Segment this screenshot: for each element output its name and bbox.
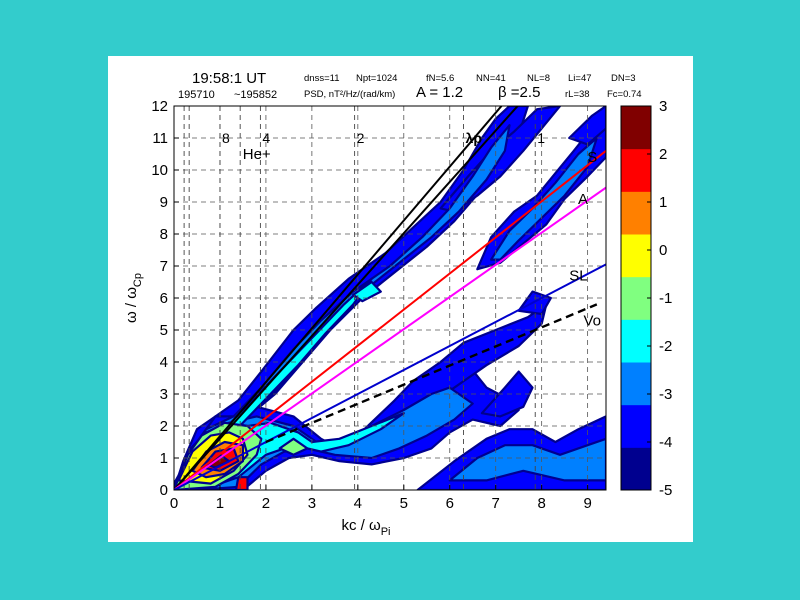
colorbar-tick-label: -4 [659, 434, 672, 451]
x-tick-label: 1 [216, 495, 224, 512]
colorbar-swatch [621, 191, 651, 235]
x-tick-label: 5 [400, 495, 408, 512]
x-axis-label: kc / ωPi [342, 517, 391, 538]
dn-label: DN=3 [611, 73, 636, 84]
x-tick-label: 6 [446, 495, 454, 512]
x-tick-label: 4 [354, 495, 362, 512]
colorbar-tick-label: 3 [659, 98, 667, 115]
colorbar-swatch [621, 319, 651, 363]
contour-region-17 [278, 437, 309, 456]
x-tick-label: 8 [537, 495, 545, 512]
series-line-s [174, 150, 606, 490]
contour-region-21 [234, 476, 249, 490]
nn-label: NN=41 [476, 73, 506, 84]
colorbar-swatch [621, 106, 651, 150]
y-tick-label: 0 [160, 482, 168, 499]
series-line-vo [265, 303, 598, 444]
x-tick-label: 3 [308, 495, 316, 512]
colorbar-tick-label: -1 [659, 290, 672, 307]
id-right: ~195852 [234, 89, 278, 101]
series-line-boundary-0 [174, 106, 520, 490]
a-parameter: A = 1.2 [416, 84, 464, 101]
colorbar-swatch [621, 148, 651, 192]
annotation-label: Vo [583, 312, 601, 329]
y-tick-label: 10 [151, 162, 168, 179]
contour-region-15 [352, 280, 382, 303]
contour-region-11 [448, 437, 606, 482]
colorbar-tick-label: 1 [659, 194, 667, 211]
colorbar-swatch [621, 447, 651, 491]
chart-title: 19:58:1 UT [192, 70, 267, 87]
y-tick-label: 6 [160, 290, 168, 307]
colorbar-tick-label: -3 [659, 386, 672, 403]
y-tick-label: 4 [160, 354, 168, 371]
annotation-label: A [578, 191, 588, 208]
annotation-label: He+ [243, 146, 271, 163]
y-tick-label: 3 [160, 386, 168, 403]
annotation-label: SL [569, 268, 587, 285]
colorbar-tick-label: -2 [659, 338, 672, 355]
series-line-boundary-1 [174, 106, 503, 490]
colorbar-swatch [621, 404, 651, 448]
y-axis-label: ω / ωCp [123, 273, 144, 323]
marker-label: 2 [357, 130, 365, 146]
colorbar-swatch [621, 276, 651, 320]
fn-label: fN=5.6 [426, 73, 455, 84]
id-left: 195710 [178, 89, 215, 101]
colorbar-swatch [621, 362, 651, 406]
y-tick-label: 2 [160, 418, 168, 435]
colorbar-tick-label: -5 [659, 482, 672, 499]
colorbar-tick-label: 2 [659, 146, 667, 163]
beta-parameter: β =2.5 [498, 84, 541, 101]
colorbar-tick-label: 0 [659, 242, 667, 259]
marker-label: 1 [537, 130, 545, 146]
y-tick-label: 12 [151, 98, 168, 115]
marker-label: 4 [262, 130, 270, 146]
marker-label: 8 [222, 130, 230, 146]
y-tick-label: 7 [160, 258, 168, 275]
x-tick-label: 9 [583, 495, 591, 512]
y-tick-label: 1 [160, 450, 168, 467]
dnss-label: dnss=11 [304, 73, 340, 84]
rl-label: rL=38 [565, 89, 590, 100]
annotation-label: S [587, 149, 597, 166]
x-tick-label: 7 [492, 495, 500, 512]
y-tick-label: 5 [160, 322, 168, 339]
fc-label: Fc=0.74 [607, 89, 642, 100]
nl-label: NL=8 [527, 73, 550, 84]
series-line-a [174, 186, 606, 490]
npt-label: Npt=1024 [356, 73, 398, 84]
x-tick-label: 0 [170, 495, 178, 512]
li-label: Li=47 [568, 73, 592, 84]
y-tick-label: 11 [152, 130, 168, 147]
y-tick-label: 8 [160, 226, 168, 243]
psd-label: PSD, nT²/Hz/(rad/km) [304, 89, 396, 100]
colorbar-swatch [621, 234, 651, 278]
x-tick-label: 2 [262, 495, 270, 512]
y-tick-label: 9 [160, 194, 168, 211]
series-line-sl [174, 263, 606, 490]
figure-panel: 19:58:1 UT 195710 ~195852 dnss=11 Npt=10… [108, 56, 693, 542]
